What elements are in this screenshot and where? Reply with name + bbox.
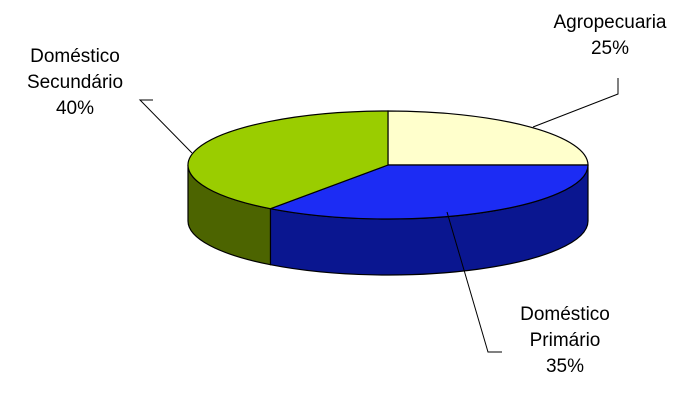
leader-line-1 <box>138 99 193 154</box>
slice-label-domestico-primario-line-2: Primário <box>529 330 601 351</box>
slice-label-domestico-primario-line-1: Doméstico <box>520 304 610 325</box>
pie-slice-2 <box>187 110 389 210</box>
slice-label-domestico-secundario-line-2: Secundário <box>26 72 124 93</box>
slice-label-domestico-secundario-percent: 40% <box>55 98 95 119</box>
slice-label-domestico-secundario: Doméstico Secundário 40% <box>0 44 150 122</box>
slice-label-agropecuaria-line-1: Agropecuaria <box>553 12 667 33</box>
slice-label-agropecuaria-percent: 25% <box>590 38 630 59</box>
slice-label-domestico-secundario-line-1: Doméstico <box>30 46 120 67</box>
leader-line-2 <box>446 211 502 353</box>
slice-label-agropecuaria: Agropecuaria 25% <box>525 10 695 62</box>
pie-slice-0 <box>387 110 589 166</box>
slice-label-domestico-primario-percent: 35% <box>545 356 585 377</box>
slice-label-domestico-primario: Doméstico Primário 35% <box>490 302 640 380</box>
leader-line-0 <box>532 78 619 128</box>
pie-slice-1 <box>268 164 589 220</box>
